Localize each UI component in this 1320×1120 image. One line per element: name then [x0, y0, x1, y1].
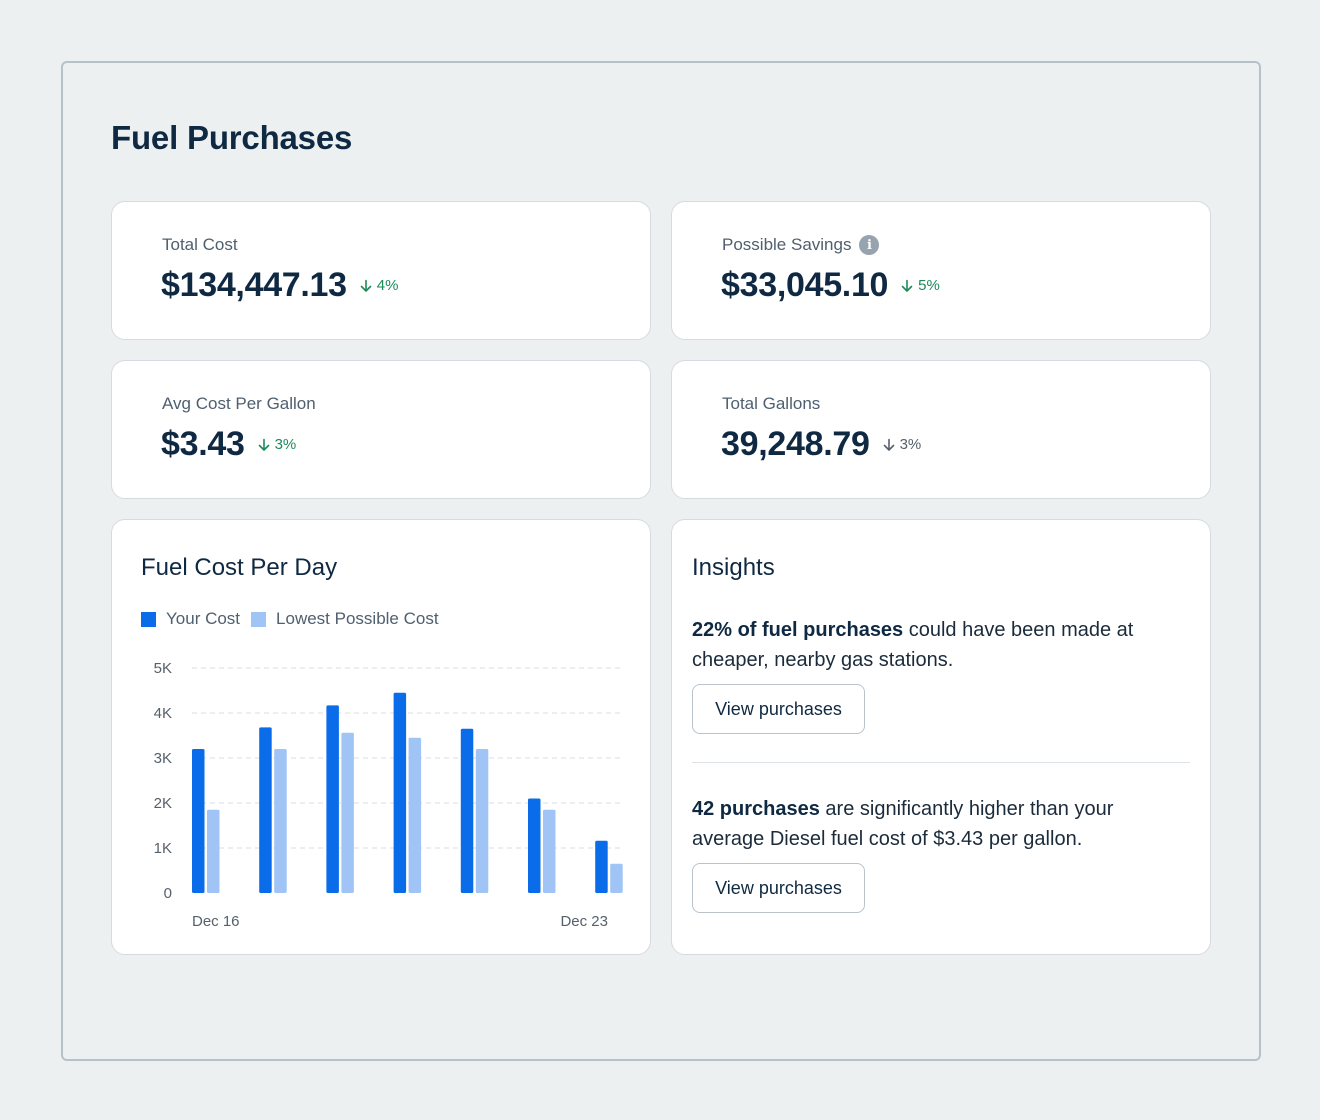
insight-text: 22% of fuel purchases could have been ma…	[692, 615, 1172, 675]
chart-title: Fuel Cost Per Day	[141, 554, 338, 581]
x-tick-label: Dec 23	[560, 913, 608, 930]
stat-label: Possible Savings i	[722, 235, 880, 255]
delta-text: 3%	[274, 436, 297, 453]
stat-value: $33,045.10	[721, 266, 889, 304]
arrow-down-icon	[901, 279, 913, 292]
stat-delta: 4%	[359, 277, 399, 294]
stat-value: $3.43	[161, 425, 245, 463]
stat-label: Avg Cost Per Gallon	[162, 394, 316, 414]
stat-card-total-gallons: Total Gallons 39,248.79 3%	[671, 360, 1211, 499]
bar-lowest-possible-cost	[408, 737, 422, 893]
stat-card-total-cost: Total Cost $134,447.13 4%	[111, 201, 651, 340]
bar-your-cost	[326, 705, 339, 893]
stat-value: $134,447.13	[161, 266, 347, 304]
arrow-down-icon	[883, 438, 894, 451]
legend-item-lowest-possible-cost: Lowest Possible Cost	[251, 609, 439, 629]
bar-your-cost	[259, 727, 272, 893]
chart-legend: Your Cost Lowest Possible Cost	[141, 609, 450, 629]
chart-card: Fuel Cost Per Day Your Cost Lowest Possi…	[111, 519, 651, 955]
legend-swatch	[251, 611, 267, 627]
y-tick-label: 5K	[154, 660, 172, 677]
insight-body: could have been made at cheaper, nearby …	[692, 619, 1134, 671]
insight-highlight: 22% of fuel purchases	[692, 619, 904, 641]
stat-label-text: Avg Cost Per Gallon	[162, 394, 316, 413]
legend-label: Lowest Possible Cost	[276, 609, 439, 628]
arrow-down-icon	[258, 438, 269, 451]
delta-text: 4%	[376, 277, 399, 294]
y-tick-label: 0	[164, 885, 172, 902]
bar-lowest-possible-cost	[207, 809, 220, 893]
insight-body: are significantly higher than your avera…	[692, 798, 1114, 850]
bar-your-cost	[192, 749, 205, 893]
bar-your-cost	[393, 692, 407, 893]
stat-label-text: Possible Savings	[722, 235, 852, 254]
dashboard-frame: Fuel Purchases Total Cost $134,447.13 4%…	[61, 61, 1261, 1061]
stat-label-text: Total Gallons	[722, 394, 821, 413]
legend-label: Your Cost	[166, 609, 241, 628]
y-tick-label: 3K	[154, 750, 172, 767]
view-purchases-button[interactable]: View purchases	[692, 684, 865, 734]
page-title: Fuel Purchases	[111, 119, 353, 156]
bar-lowest-possible-cost	[610, 863, 623, 893]
stat-card-possible-savings: Possible Savings i $33,045.10 5%	[671, 201, 1211, 340]
stat-card-avg-cost-per-gallon: Avg Cost Per Gallon $3.43 3%	[111, 360, 651, 499]
y-tick-label: 4K	[154, 705, 172, 722]
stat-delta: 5%	[900, 277, 940, 294]
stat-value: 39,248.79	[721, 425, 870, 463]
y-tick-label: 1K	[154, 840, 172, 857]
divider	[692, 762, 1190, 763]
stat-label-text: Total Cost	[162, 235, 238, 254]
fuel-cost-bar-chart: 0 1K 2K 3K 4K 5K Dec 16 Dec 23	[154, 660, 624, 930]
bar-your-cost	[595, 840, 608, 893]
bar-lowest-possible-cost	[475, 749, 489, 893]
insights-title: Insights	[692, 554, 775, 581]
stat-delta: 3%	[882, 436, 922, 453]
insight-text: 42 purchases are significantly higher th…	[692, 794, 1172, 854]
bar-your-cost	[460, 728, 474, 893]
bar-your-cost	[528, 798, 541, 893]
bar-lowest-possible-cost	[341, 732, 354, 893]
legend-item-your-cost: Your Cost	[141, 609, 240, 629]
x-tick-label: Dec 16	[192, 913, 240, 930]
insight-highlight: 42 purchases	[692, 798, 820, 820]
delta-text: 3%	[899, 436, 922, 453]
bar-lowest-possible-cost	[543, 809, 556, 893]
arrow-down-icon	[360, 279, 372, 292]
stat-delta: 3%	[257, 436, 297, 453]
delta-text: 5%	[918, 277, 940, 294]
stat-label: Total Gallons	[722, 394, 820, 414]
legend-swatch	[141, 611, 156, 627]
insights-card: Insights 22% of fuel purchases could hav…	[671, 519, 1211, 955]
view-purchases-button[interactable]: View purchases	[692, 863, 865, 913]
info-icon[interactable]: i	[859, 235, 880, 255]
y-tick-label: 2K	[154, 795, 172, 812]
bar-lowest-possible-cost	[274, 749, 287, 893]
stat-label: Total Cost	[162, 235, 238, 255]
